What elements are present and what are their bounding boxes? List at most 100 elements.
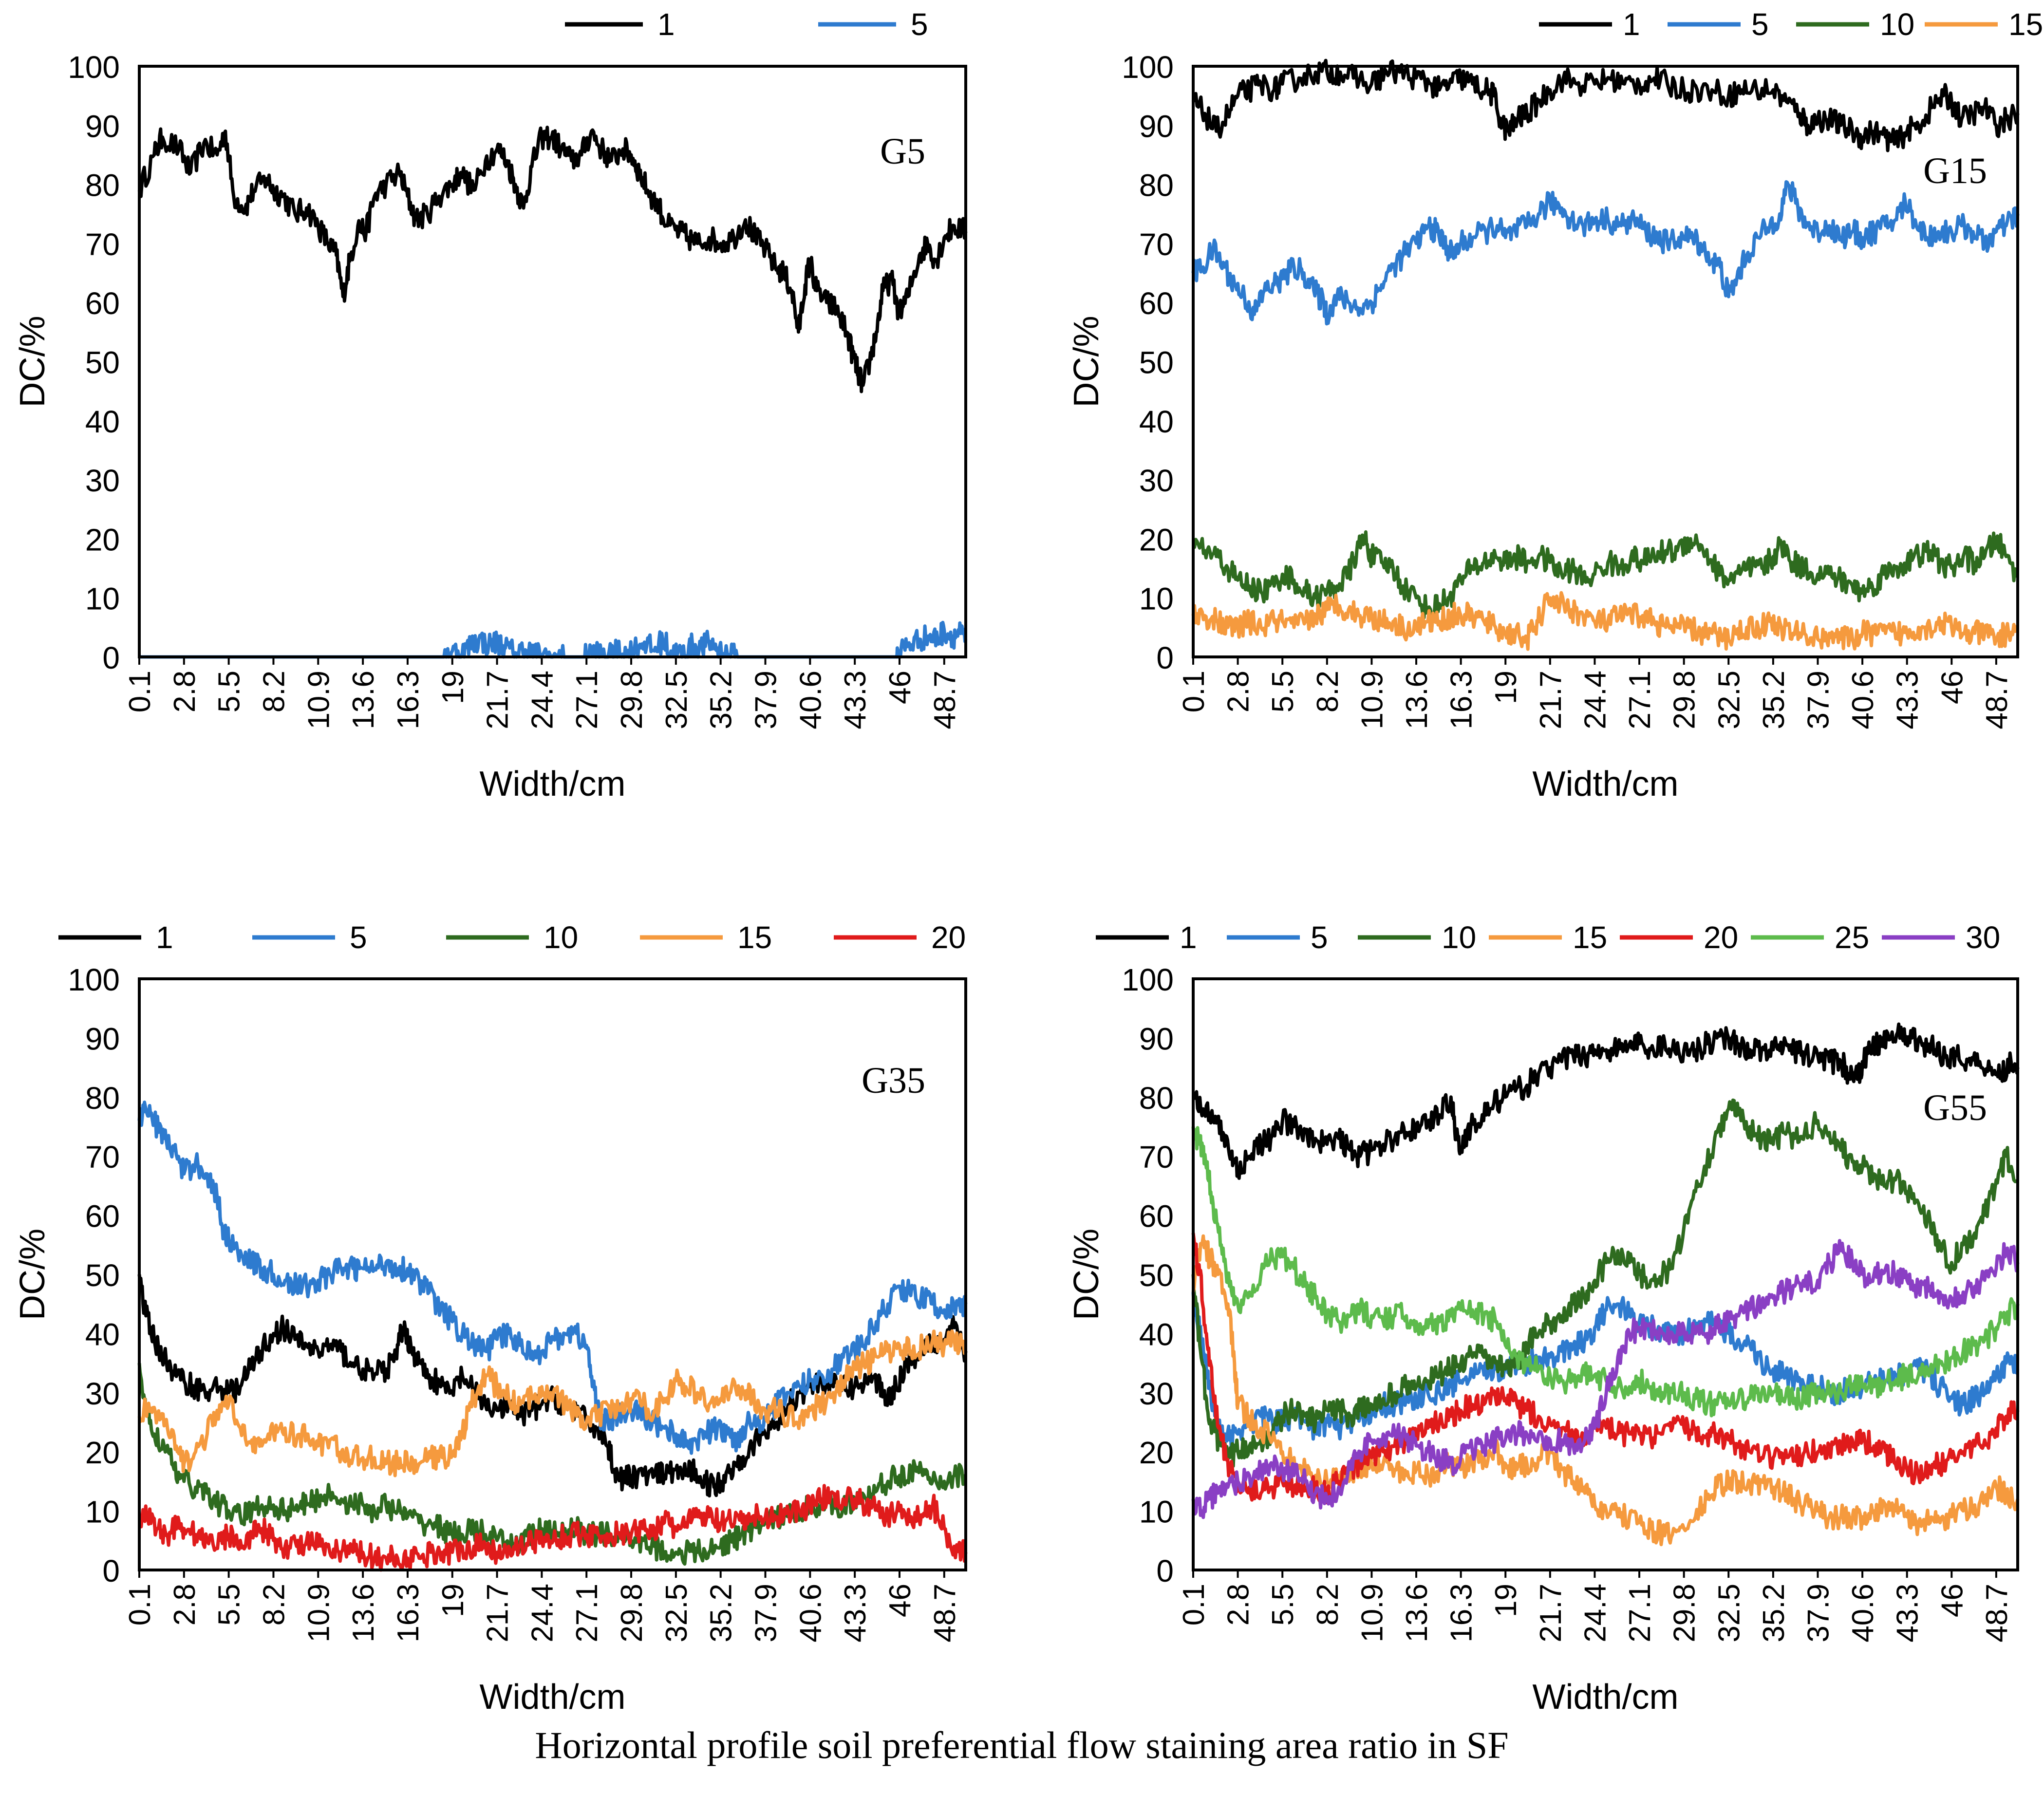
x-tick-label: 27.1 <box>570 1584 604 1643</box>
x-axis-label: Width/cm <box>1532 765 1678 804</box>
y-axis-label: DC/% <box>13 1229 52 1320</box>
x-tick-label: 24.4 <box>525 1584 559 1643</box>
y-tick-label: 100 <box>68 50 120 85</box>
y-tick-label: 0 <box>102 1553 120 1588</box>
y-tick-label: 70 <box>1139 1140 1174 1175</box>
x-tick-label: 24.4 <box>1578 1584 1612 1643</box>
x-axis-label: Width/cm <box>1532 1678 1678 1717</box>
y-tick-label: 30 <box>85 463 120 498</box>
series-30-line <box>1191 1239 2020 1519</box>
series-5-line <box>1191 180 2020 326</box>
legend-label-1: 1 <box>1623 7 1640 42</box>
y-tick-label: 90 <box>1139 109 1174 144</box>
y-tick-label: 70 <box>85 227 120 262</box>
x-tick-label: 24.4 <box>525 671 559 729</box>
y-tick-label: 10 <box>1139 581 1174 617</box>
x-tick-label: 46 <box>1935 671 1969 704</box>
y-tick-label: 20 <box>1139 1435 1174 1470</box>
y-tick-label: 0 <box>102 640 120 675</box>
x-tick-label: 46 <box>883 1584 917 1617</box>
x-tick-label: 13.6 <box>1400 671 1434 729</box>
y-tick-label: 40 <box>1139 1317 1174 1352</box>
legend-label-1: 1 <box>1180 920 1197 955</box>
chart-title: G55 <box>1923 1087 1987 1128</box>
x-tick-label: 8.2 <box>1311 671 1345 712</box>
x-tick-label: 27.1 <box>1623 671 1657 729</box>
x-tick-label: 40.6 <box>1846 1584 1880 1643</box>
plot-frame <box>138 65 967 658</box>
x-tick-label: 10.9 <box>302 1584 336 1643</box>
x-tick-label: 13.6 <box>347 671 380 729</box>
x-tick-label: 0.1 <box>1177 671 1211 712</box>
x-tick-label: 19 <box>1489 671 1523 704</box>
legend-label-20: 20 <box>1704 920 1738 955</box>
x-tick-label: 19 <box>436 671 470 704</box>
x-tick-label: 43.3 <box>1891 1584 1925 1643</box>
legend-label-15: 15 <box>1573 920 1607 955</box>
x-axis-label: Width/cm <box>479 765 625 804</box>
legend-label-1: 1 <box>657 7 675 42</box>
x-tick-label: 21.7 <box>1534 1584 1568 1643</box>
x-tick-label: 10.9 <box>1355 1584 1389 1643</box>
y-tick-label: 0 <box>1156 640 1174 675</box>
x-tick-label: 21.7 <box>1534 671 1568 729</box>
x-tick-label: 46 <box>1935 1584 1969 1617</box>
series-5-line <box>139 620 968 659</box>
x-tick-label: 16.3 <box>1445 1584 1479 1643</box>
y-tick-label: 30 <box>85 1376 120 1411</box>
y-tick-label: 70 <box>1139 227 1174 262</box>
x-tick-label: 16.3 <box>1445 671 1479 729</box>
y-tick-label: 0 <box>1156 1553 1174 1588</box>
x-tick-label: 13.6 <box>1400 1584 1434 1643</box>
x-tick-label: 8.2 <box>258 671 291 712</box>
plot-frame <box>1192 65 2019 658</box>
legend-label-15: 15 <box>2008 7 2043 42</box>
y-tick-label: 80 <box>85 168 120 203</box>
x-tick-label: 48.7 <box>1980 671 2014 729</box>
legend: 1 5 10 15 20 25 30 <box>1096 920 2000 955</box>
y-tick-label: 90 <box>85 1021 120 1056</box>
series-5-line <box>137 1101 968 1455</box>
legend-label-15: 15 <box>737 920 772 955</box>
x-tick-label: 29.8 <box>1668 1584 1702 1643</box>
series-10-line <box>1191 1098 2019 1468</box>
y-tick-label: 90 <box>1139 1021 1174 1056</box>
legend-label-30: 30 <box>1966 920 2000 955</box>
legend-label-25: 25 <box>1835 920 1869 955</box>
y-tick-label: 60 <box>1139 286 1174 321</box>
plot-frame <box>138 977 967 1571</box>
y-tick-label: 80 <box>1139 1081 1174 1116</box>
legend-label-20: 20 <box>931 920 966 955</box>
x-tick-label: 5.5 <box>1266 671 1300 712</box>
legend-label-5: 5 <box>911 7 928 42</box>
y-tick-label: 20 <box>1139 522 1174 557</box>
x-tick-label: 37.9 <box>750 1584 783 1643</box>
x-tick-label: 46 <box>883 671 917 704</box>
y-axis-label: DC/% <box>1067 1229 1106 1320</box>
x-tick-label: 24.4 <box>1578 671 1612 729</box>
x-tick-label: 43.3 <box>839 671 872 729</box>
series-25-line <box>1191 1126 2020 1418</box>
x-tick-label: 35.2 <box>1757 1584 1791 1643</box>
legend-label-10: 10 <box>1880 7 1914 42</box>
y-tick-label: 20 <box>85 1435 120 1470</box>
y-tick-label: 30 <box>1139 1376 1174 1411</box>
x-tick-label: 43.3 <box>839 1584 872 1643</box>
x-tick-label: 48.7 <box>928 671 962 729</box>
x-tick-label: 29.8 <box>615 1584 649 1643</box>
x-tick-label: 16.3 <box>392 1584 425 1643</box>
legend-label-5: 5 <box>1311 920 1328 955</box>
y-tick-label: 40 <box>1139 404 1174 439</box>
y-tick-label: 60 <box>85 286 120 321</box>
series-15-line <box>1191 591 2019 651</box>
x-tick-label: 0.1 <box>123 1584 157 1626</box>
x-tick-label: 35.2 <box>705 1584 738 1643</box>
x-tick-label: 16.3 <box>392 671 425 729</box>
y-tick-label: 60 <box>85 1199 120 1234</box>
series-20-line <box>138 1484 968 1572</box>
chart-title: G35 <box>862 1060 925 1101</box>
